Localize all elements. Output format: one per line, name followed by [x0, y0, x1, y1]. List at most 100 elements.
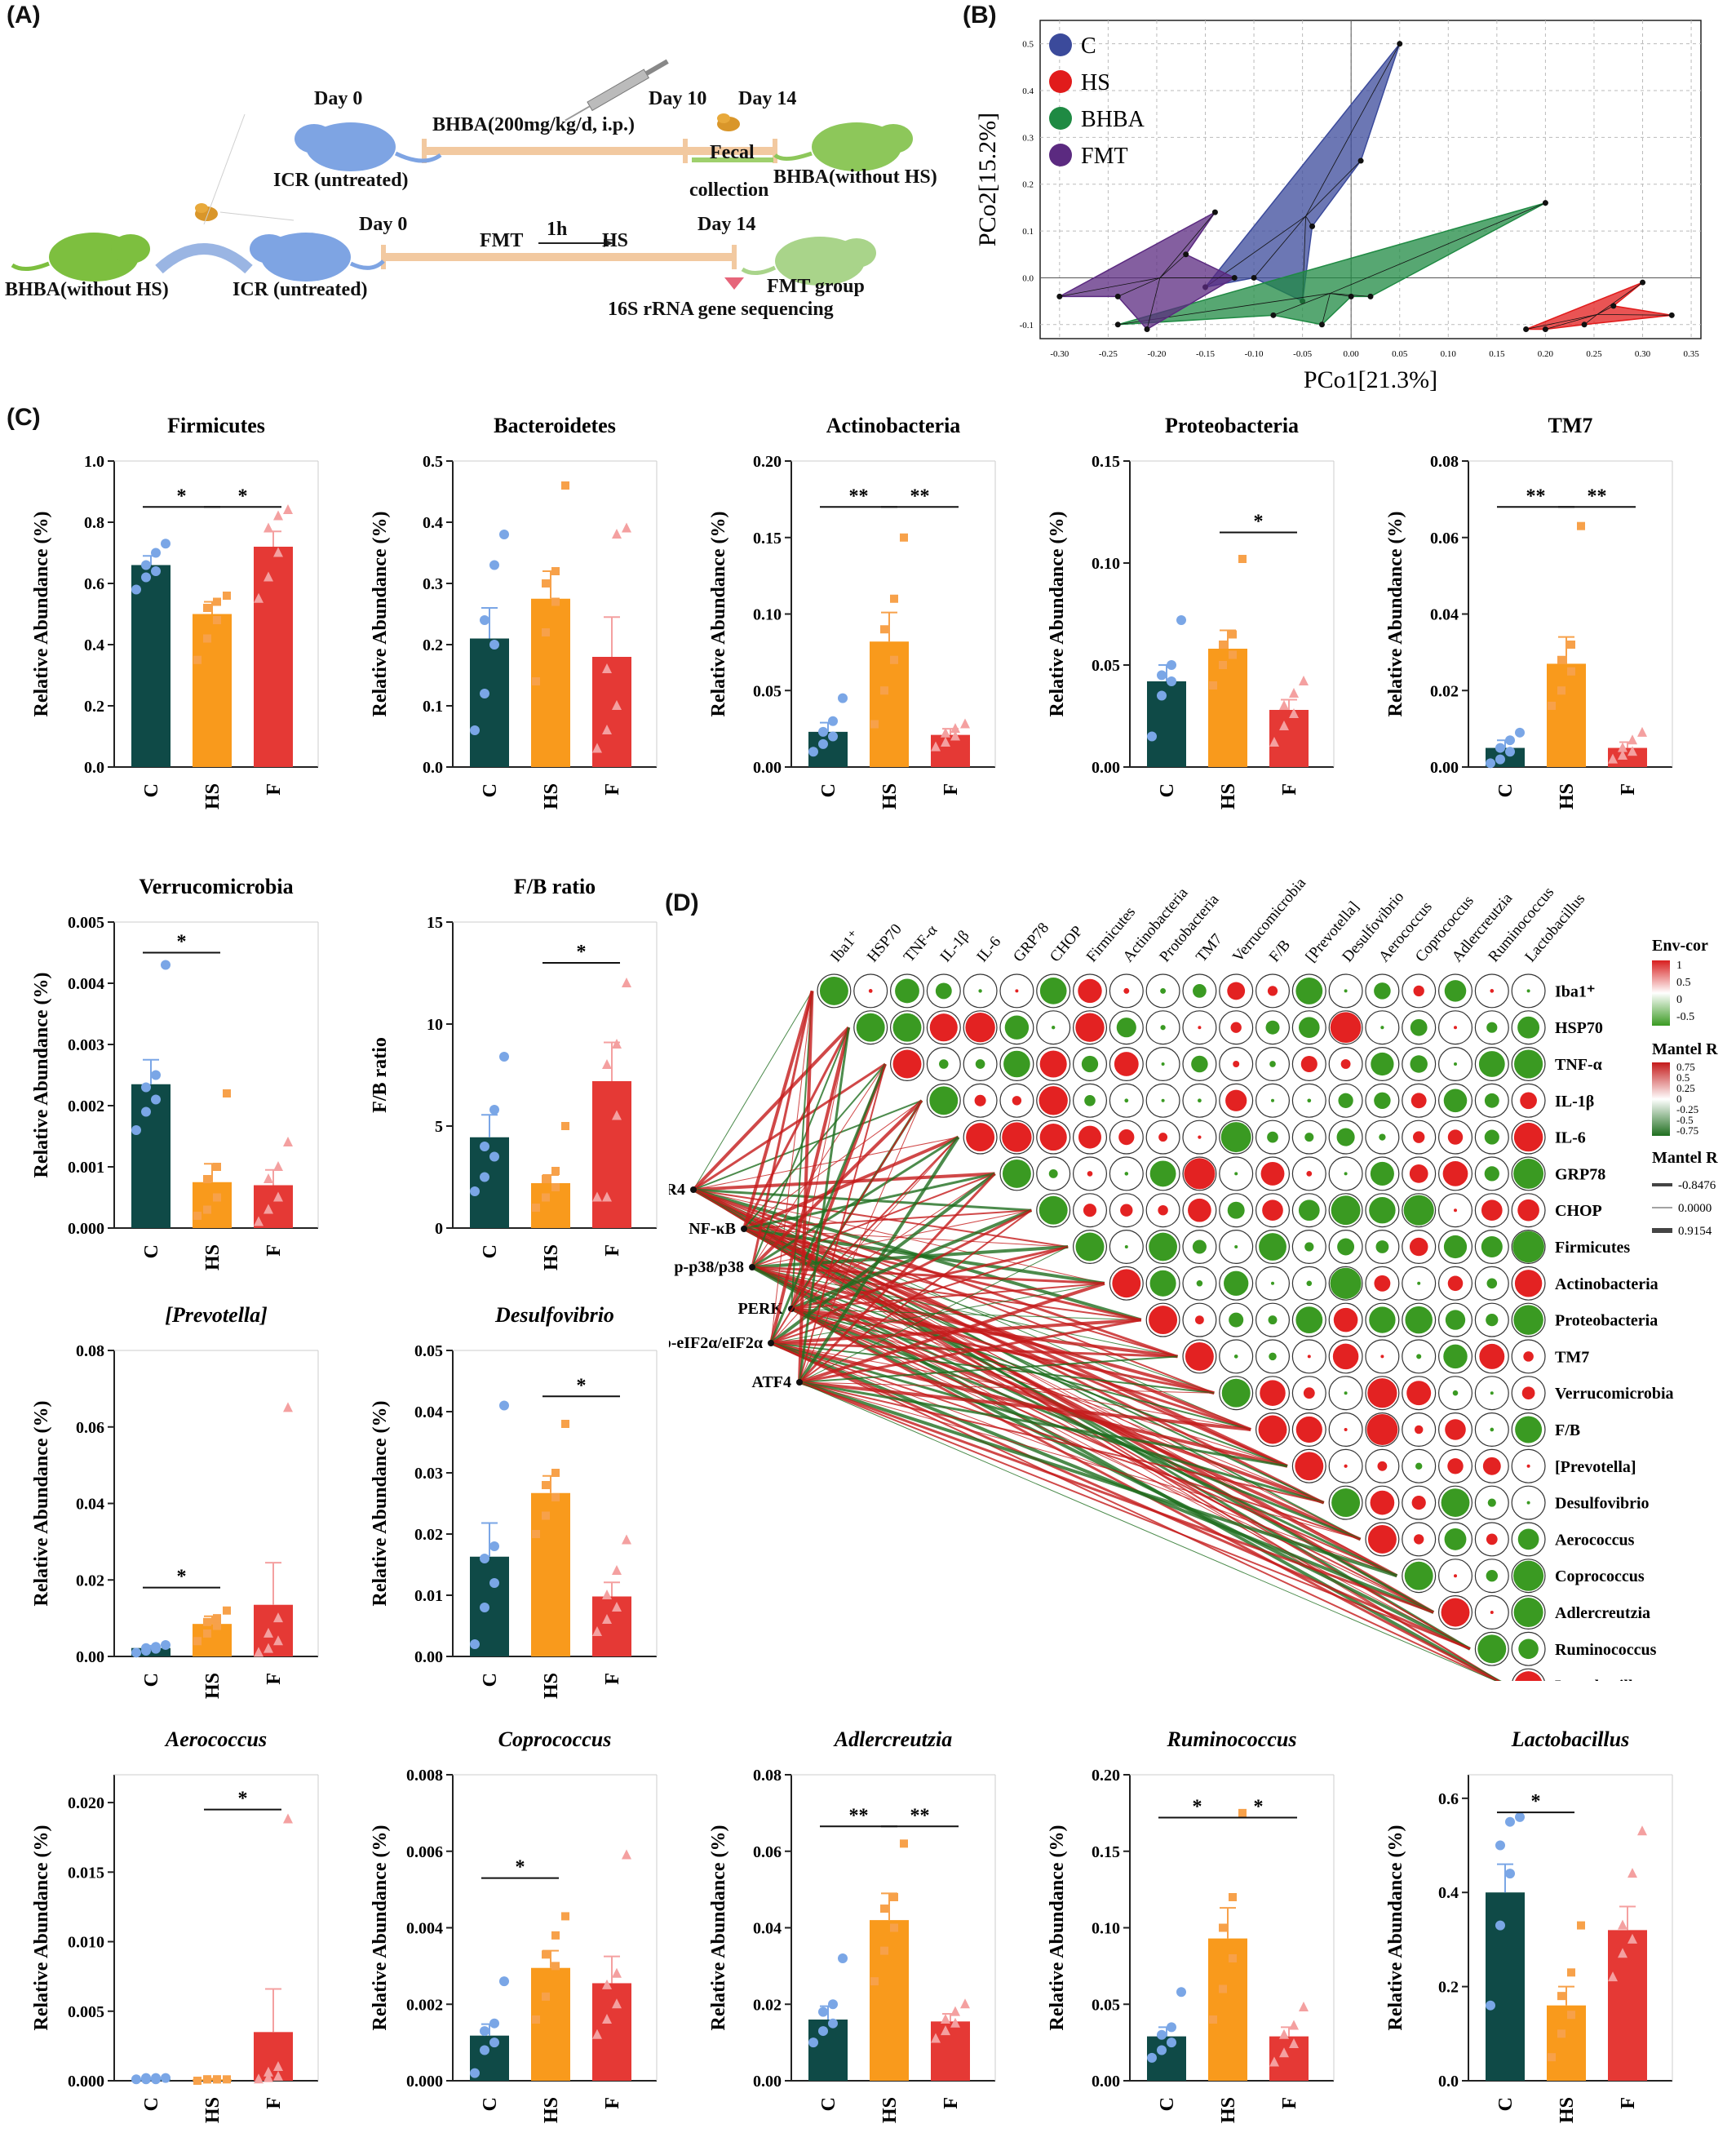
corr-circle	[1344, 1428, 1348, 1431]
mantel-link	[743, 1172, 995, 1230]
corr-circle	[1087, 1171, 1093, 1177]
data-point	[470, 1186, 480, 1196]
label-fmt-group: FMT group	[767, 276, 865, 297]
corr-circle	[1259, 1233, 1286, 1261]
bar-f	[592, 1983, 631, 2081]
corr-circle	[1410, 1093, 1427, 1109]
corr-circle	[1484, 1129, 1499, 1145]
corr-circle	[1221, 1378, 1251, 1408]
data-point	[213, 1621, 221, 1630]
data-point	[499, 1052, 509, 1062]
data-point	[1495, 754, 1505, 765]
pcoa-point	[1542, 200, 1548, 206]
x-tick-label: F	[1618, 2097, 1639, 2109]
label-day0-bottom: Day 0	[359, 214, 408, 235]
data-point	[223, 592, 231, 600]
data-point	[203, 1629, 211, 1638]
bar-chart-proteobacteria: Proteobacteria 0.00 0.05 0.10 0.15 Relative A…	[1047, 414, 1335, 809]
column-label: CHOP	[1047, 923, 1087, 965]
y-axis-label: Relative Abundance (%)	[31, 1825, 52, 2031]
legend-tick: 0.0000	[1678, 1202, 1712, 1215]
data-point	[1557, 1992, 1566, 2001]
corr-circle	[1481, 1199, 1503, 1222]
data-point	[213, 616, 221, 624]
mantel-link	[798, 991, 814, 1383]
data-point	[931, 741, 941, 752]
data-point	[960, 718, 970, 729]
mantel-link	[770, 1341, 1434, 1614]
data-point	[1515, 1811, 1525, 1822]
y-tick-label: 0.000	[68, 1220, 104, 1238]
corr-circle	[1414, 1425, 1424, 1434]
corr-circle	[1410, 1055, 1428, 1073]
row-label: Verrucomicrobia	[1555, 1385, 1674, 1403]
x-tick-label: F	[602, 1244, 623, 1257]
data-point	[561, 1420, 569, 1428]
data-point	[622, 522, 631, 533]
data-point	[489, 1541, 499, 1551]
x-tick-label: F	[1279, 783, 1300, 796]
data-point	[900, 533, 908, 542]
column-label: TNF-α	[901, 922, 941, 966]
data-point	[900, 1839, 908, 1848]
mantel-link	[751, 1063, 886, 1268]
data-point	[1505, 747, 1515, 757]
data-point	[890, 1923, 898, 1932]
data-point	[264, 1627, 273, 1638]
row-label: Actinobacteria	[1555, 1275, 1658, 1293]
corr-circle	[1523, 1351, 1534, 1362]
mantel-link	[770, 1342, 1361, 1541]
corr-circle	[1369, 1196, 1396, 1224]
bar-chart-tm7: TM7 0.00 0.02 0.04 0.06 0.08 Relative Abundanc…	[1385, 414, 1673, 809]
corr-circle	[1188, 1198, 1211, 1222]
collection-bar	[692, 157, 773, 162]
env-node	[690, 1186, 697, 1193]
corr-circle	[1370, 1490, 1395, 1515]
corr-circle	[939, 1059, 949, 1069]
corr-circle	[929, 1086, 959, 1115]
corr-circle	[1414, 1534, 1424, 1545]
data-point	[1167, 660, 1176, 670]
significance-label: *	[516, 1857, 525, 1878]
pcoa-point	[1318, 321, 1325, 328]
legend-tick: 0.5	[1676, 1071, 1690, 1084]
x-tick-label: F	[1618, 783, 1639, 796]
significance-label: *	[238, 1789, 248, 1810]
mantel-link	[799, 1381, 1397, 1578]
panel-label-b: (B)	[963, 2, 997, 29]
y-tick-label: 0.10	[1092, 555, 1120, 573]
data-point	[602, 663, 612, 673]
data-point	[828, 2018, 838, 2029]
data-point	[203, 634, 211, 643]
chart-title: Coprococcus	[498, 1727, 612, 1751]
data-point	[838, 1953, 848, 1963]
pcoa-spoke	[1253, 215, 1306, 278]
data-point	[1167, 2022, 1176, 2033]
x-tick-label: C	[480, 783, 501, 797]
pcoa-point	[1640, 279, 1646, 286]
mantel-link	[693, 1172, 995, 1191]
corr-circle	[1158, 1204, 1168, 1216]
corr-circle	[1161, 1062, 1165, 1066]
mantel-link	[790, 1307, 1325, 1505]
y-tick-label: 0.00	[1092, 759, 1120, 777]
y-tick-label: 0.15	[1092, 1843, 1120, 1861]
corr-circle	[1410, 1018, 1428, 1036]
significance-label: **	[849, 1805, 869, 1826]
x-tick-label: HS	[541, 2097, 562, 2123]
corr-circle	[1477, 1634, 1507, 1664]
significance-label: **	[849, 486, 869, 507]
corr-circle	[935, 982, 952, 1000]
data-point	[489, 1578, 499, 1588]
corr-circle	[974, 1094, 986, 1106]
data-point	[283, 1402, 293, 1412]
corr-circle	[1374, 1275, 1391, 1292]
legend-tick: -0.75	[1676, 1124, 1698, 1137]
corr-circle	[1149, 1270, 1176, 1297]
data-point	[499, 530, 509, 539]
mantel-link	[693, 1189, 1105, 1284]
corr-circle	[1015, 989, 1019, 993]
bar-hs	[193, 614, 232, 767]
corr-circle	[1271, 1281, 1274, 1285]
